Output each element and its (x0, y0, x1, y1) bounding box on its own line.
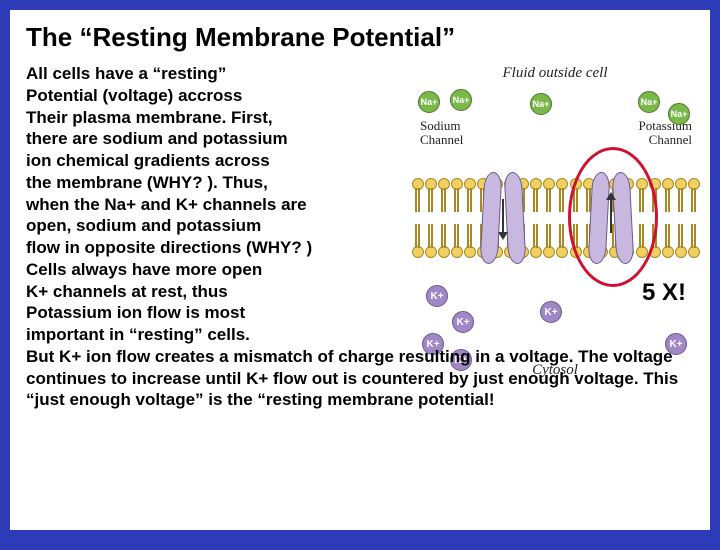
slide-title: The “Resting Membrane Potential” (26, 22, 694, 53)
body-text: All cells have a “resting”Potential (vol… (26, 63, 694, 411)
slide: The “Resting Membrane Potential” Fluid o… (10, 10, 710, 530)
content-area: Fluid outside cell SodiumChannel Potassi… (26, 63, 694, 411)
